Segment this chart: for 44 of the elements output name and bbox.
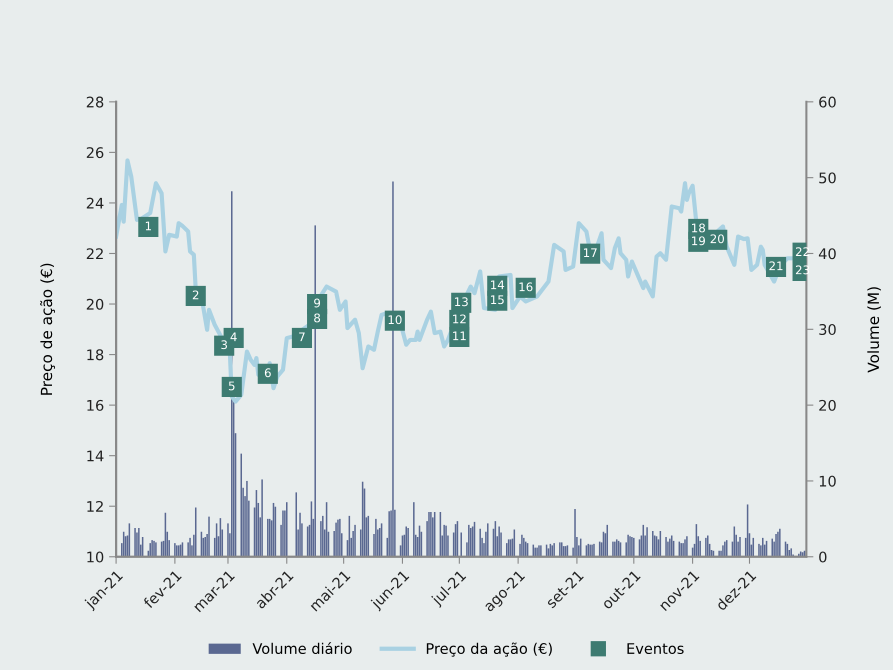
annotation: 9 bbox=[314, 298, 320, 308]
annotation: 19 bbox=[692, 236, 705, 246]
legend-label: Eventos bbox=[627, 643, 684, 654]
y2-tick-label: 10 bbox=[820, 476, 836, 487]
annotation: 7 bbox=[299, 332, 305, 342]
annotation: 13 bbox=[455, 297, 468, 306]
annotation: 15 bbox=[491, 295, 504, 304]
y2-tick-label: 20 bbox=[819, 400, 836, 411]
y-tick-label: 12 bbox=[87, 500, 103, 512]
y-tick-label: 18 bbox=[87, 349, 104, 360]
y-tick-label: 26 bbox=[86, 147, 104, 158]
annotation: 10 bbox=[388, 315, 402, 324]
y-tick-label: 20 bbox=[86, 298, 104, 310]
y2-tick-label: 40 bbox=[818, 248, 836, 260]
legend-label: Preço da ação (€) bbox=[426, 642, 552, 657]
annotation: 14 bbox=[491, 280, 504, 290]
annotation: 5 bbox=[228, 382, 234, 390]
y-tick-label: 22 bbox=[86, 248, 103, 260]
annotation: 21 bbox=[769, 261, 782, 270]
y2-tick-label: 0 bbox=[819, 551, 826, 563]
annotation: 11 bbox=[453, 332, 466, 340]
annotation: 22 bbox=[796, 247, 809, 256]
annotation: 16 bbox=[520, 282, 532, 292]
y-axis-title: Preço de ação (€) bbox=[40, 264, 55, 395]
y-tick-label: 16 bbox=[87, 400, 104, 411]
y-tick-label: 10 bbox=[87, 551, 104, 563]
y2-tick-label: 50 bbox=[819, 172, 836, 184]
legend-label: Volume diário bbox=[252, 642, 352, 654]
annotation: 8 bbox=[314, 313, 320, 322]
annotation: 4 bbox=[230, 332, 237, 342]
y-tick-label: 14 bbox=[87, 450, 104, 462]
annotation: 18 bbox=[692, 223, 705, 232]
y-tick-label: 28 bbox=[86, 96, 104, 108]
annotation: 1 bbox=[146, 222, 151, 230]
y2-tick-label: 60 bbox=[819, 96, 836, 108]
y-tick-label: 24 bbox=[86, 198, 104, 208]
annotation: 20 bbox=[710, 234, 724, 244]
annotation: 2 bbox=[192, 290, 198, 300]
annotation: 6 bbox=[264, 368, 271, 378]
y2-axis-title: Volume (M) bbox=[867, 287, 881, 373]
annotation: 12 bbox=[453, 314, 466, 324]
annotation: 3 bbox=[221, 340, 227, 350]
annotation: 17 bbox=[584, 248, 597, 257]
y2-tick-label: 30 bbox=[819, 324, 836, 336]
